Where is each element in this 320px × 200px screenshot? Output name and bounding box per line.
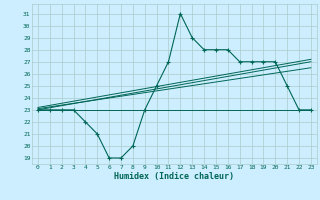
X-axis label: Humidex (Indice chaleur): Humidex (Indice chaleur) (115, 172, 234, 181)
